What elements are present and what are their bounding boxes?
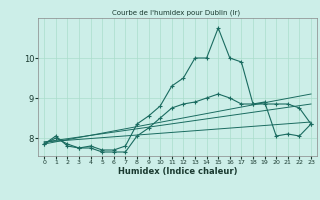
X-axis label: Humidex (Indice chaleur): Humidex (Indice chaleur) (118, 167, 237, 176)
Text: Courbe de l'humidex pour Dublin (Ir): Courbe de l'humidex pour Dublin (Ir) (112, 9, 240, 16)
